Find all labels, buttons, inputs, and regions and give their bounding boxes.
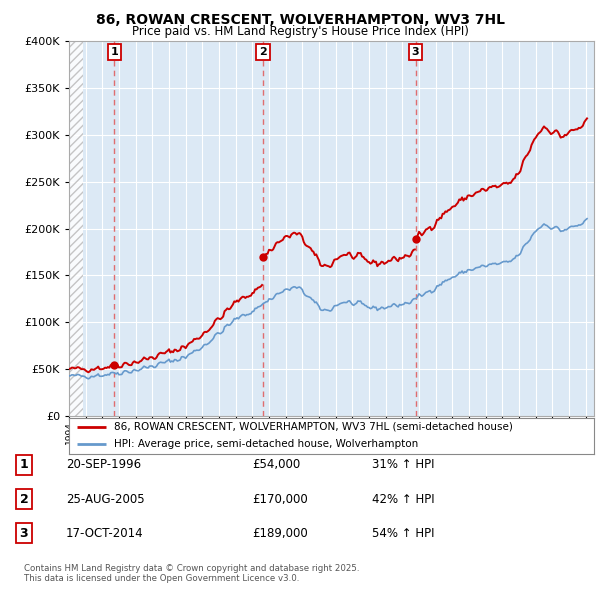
Text: £54,000: £54,000 bbox=[252, 458, 300, 471]
Text: 3: 3 bbox=[20, 527, 28, 540]
Text: 2: 2 bbox=[20, 493, 28, 506]
Text: 17-OCT-2014: 17-OCT-2014 bbox=[66, 527, 143, 540]
Text: 42% ↑ HPI: 42% ↑ HPI bbox=[372, 493, 434, 506]
Text: 86, ROWAN CRESCENT, WOLVERHAMPTON, WV3 7HL (semi-detached house): 86, ROWAN CRESCENT, WOLVERHAMPTON, WV3 7… bbox=[113, 422, 512, 432]
Text: 54% ↑ HPI: 54% ↑ HPI bbox=[372, 527, 434, 540]
Text: £170,000: £170,000 bbox=[252, 493, 308, 506]
Text: 31% ↑ HPI: 31% ↑ HPI bbox=[372, 458, 434, 471]
Text: 86, ROWAN CRESCENT, WOLVERHAMPTON, WV3 7HL: 86, ROWAN CRESCENT, WOLVERHAMPTON, WV3 7… bbox=[95, 13, 505, 27]
Text: 25-AUG-2005: 25-AUG-2005 bbox=[66, 493, 145, 506]
Text: £189,000: £189,000 bbox=[252, 527, 308, 540]
Polygon shape bbox=[69, 41, 83, 416]
Text: Price paid vs. HM Land Registry's House Price Index (HPI): Price paid vs. HM Land Registry's House … bbox=[131, 25, 469, 38]
Text: 3: 3 bbox=[412, 47, 419, 57]
Text: Contains HM Land Registry data © Crown copyright and database right 2025.
This d: Contains HM Land Registry data © Crown c… bbox=[24, 563, 359, 583]
Text: 2: 2 bbox=[259, 47, 267, 57]
Text: HPI: Average price, semi-detached house, Wolverhampton: HPI: Average price, semi-detached house,… bbox=[113, 439, 418, 449]
Text: 20-SEP-1996: 20-SEP-1996 bbox=[66, 458, 141, 471]
Text: 1: 1 bbox=[20, 458, 28, 471]
Text: 1: 1 bbox=[110, 47, 118, 57]
